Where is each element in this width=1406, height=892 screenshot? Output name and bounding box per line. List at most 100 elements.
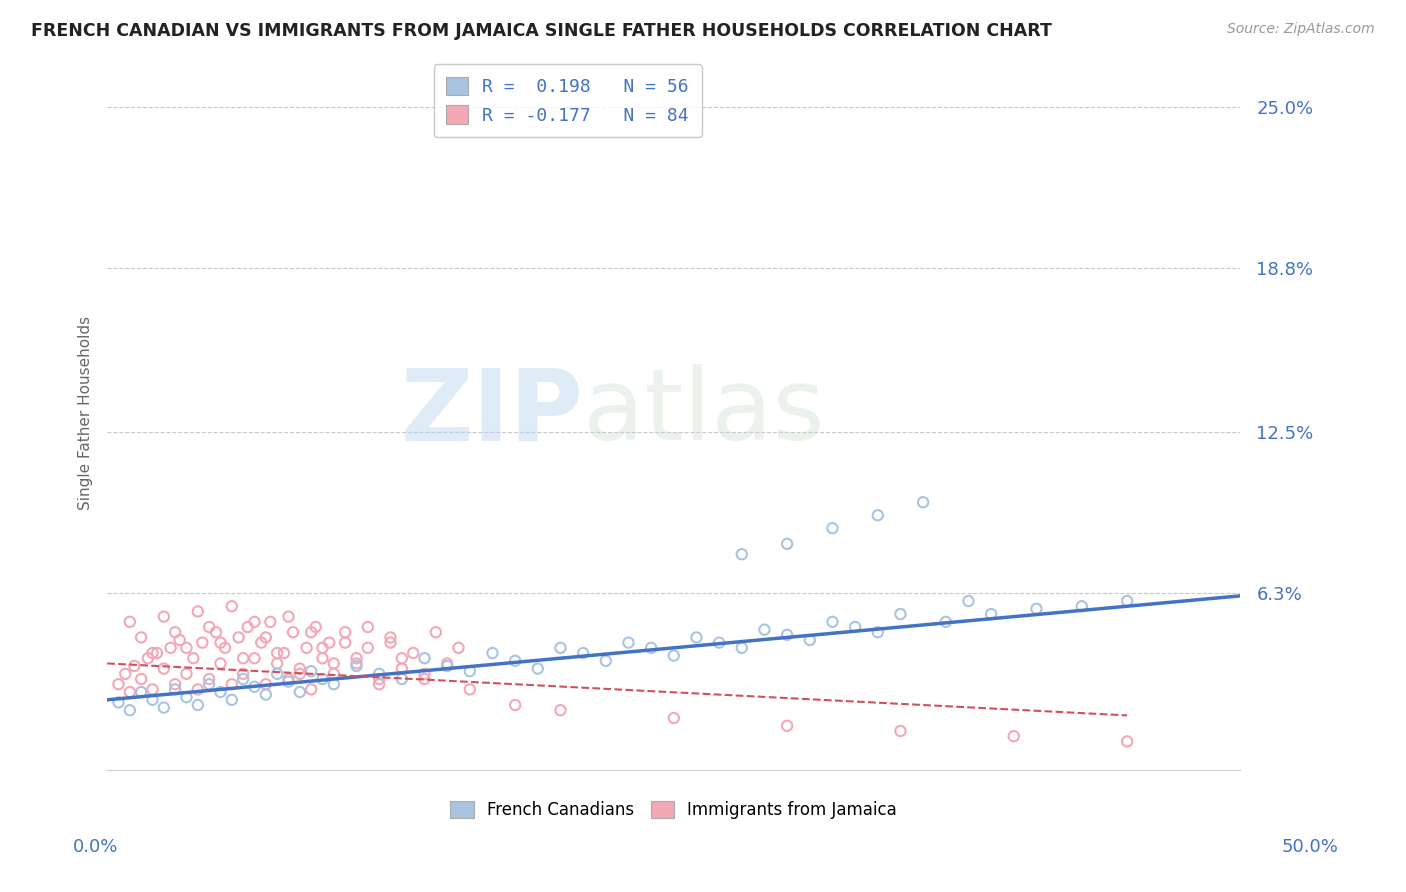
Point <box>776 628 799 642</box>
Point <box>311 651 333 665</box>
Point <box>731 547 754 561</box>
Point <box>273 646 295 660</box>
Point <box>153 609 176 624</box>
Point <box>640 640 662 655</box>
Point <box>232 666 254 681</box>
Point <box>209 635 232 649</box>
Point <box>232 651 254 665</box>
Point <box>118 685 141 699</box>
Point <box>277 672 299 686</box>
Text: 0.0%: 0.0% <box>73 838 118 855</box>
Point <box>176 666 198 681</box>
Point <box>243 615 266 629</box>
Point <box>527 662 550 676</box>
Point <box>550 640 572 655</box>
Point <box>402 646 425 660</box>
Point <box>866 625 889 640</box>
Point <box>333 625 356 640</box>
Point <box>107 695 129 709</box>
Point <box>165 677 187 691</box>
Point <box>288 685 311 699</box>
Point <box>198 672 221 686</box>
Point <box>662 648 685 663</box>
Point <box>295 640 318 655</box>
Point <box>368 672 391 686</box>
Point <box>277 674 299 689</box>
Point <box>707 635 730 649</box>
Point <box>380 635 402 649</box>
Point <box>159 640 181 655</box>
Point <box>165 625 187 640</box>
Point <box>503 698 526 712</box>
Point <box>281 625 304 640</box>
Point <box>153 662 176 676</box>
Point <box>1070 599 1092 614</box>
Point <box>129 685 152 699</box>
Point <box>458 664 481 678</box>
Point <box>357 640 380 655</box>
Point <box>821 615 844 629</box>
Point <box>181 651 204 665</box>
Point <box>136 651 159 665</box>
Point <box>141 646 163 660</box>
Point <box>311 640 333 655</box>
Point <box>288 666 311 681</box>
Point <box>221 693 243 707</box>
Point <box>299 682 322 697</box>
Point <box>318 635 340 649</box>
Point <box>129 631 152 645</box>
Point <box>141 682 163 697</box>
Point <box>866 508 889 523</box>
Point <box>322 657 344 671</box>
Point <box>232 672 254 686</box>
Point <box>889 607 911 621</box>
Point <box>458 682 481 697</box>
Point <box>118 703 141 717</box>
Point <box>935 615 957 629</box>
Point <box>254 688 277 702</box>
Point <box>187 698 209 712</box>
Point <box>243 680 266 694</box>
Point <box>346 657 368 671</box>
Point <box>250 635 273 649</box>
Point <box>299 664 322 678</box>
Point <box>214 640 236 655</box>
Point <box>266 666 288 681</box>
Point <box>187 604 209 618</box>
Point <box>821 521 844 535</box>
Point <box>1025 602 1047 616</box>
Point <box>129 672 152 686</box>
Point <box>228 631 250 645</box>
Point <box>165 682 187 697</box>
Point <box>346 659 368 673</box>
Point <box>299 625 322 640</box>
Point <box>391 651 413 665</box>
Point <box>1116 734 1139 748</box>
Point <box>844 620 866 634</box>
Point <box>436 659 458 673</box>
Point <box>1116 594 1139 608</box>
Point <box>254 631 277 645</box>
Point <box>662 711 685 725</box>
Point <box>481 646 503 660</box>
Point <box>114 666 136 681</box>
Point <box>236 620 259 634</box>
Point <box>380 631 402 645</box>
Point <box>322 666 344 681</box>
Point <box>503 654 526 668</box>
Point <box>243 651 266 665</box>
Point <box>776 537 799 551</box>
Point <box>176 640 198 655</box>
Point <box>391 672 413 686</box>
Point <box>205 625 228 640</box>
Text: FRENCH CANADIAN VS IMMIGRANTS FROM JAMAICA SINGLE FATHER HOUSEHOLDS CORRELATION : FRENCH CANADIAN VS IMMIGRANTS FROM JAMAI… <box>31 22 1052 40</box>
Point <box>368 666 391 681</box>
Y-axis label: Single Father Households: Single Father Households <box>79 316 93 509</box>
Point <box>305 620 328 634</box>
Text: atlas: atlas <box>583 364 825 461</box>
Point <box>799 633 821 648</box>
Point <box>146 646 169 660</box>
Point <box>209 685 232 699</box>
Text: Source: ZipAtlas.com: Source: ZipAtlas.com <box>1227 22 1375 37</box>
Point <box>169 633 191 648</box>
